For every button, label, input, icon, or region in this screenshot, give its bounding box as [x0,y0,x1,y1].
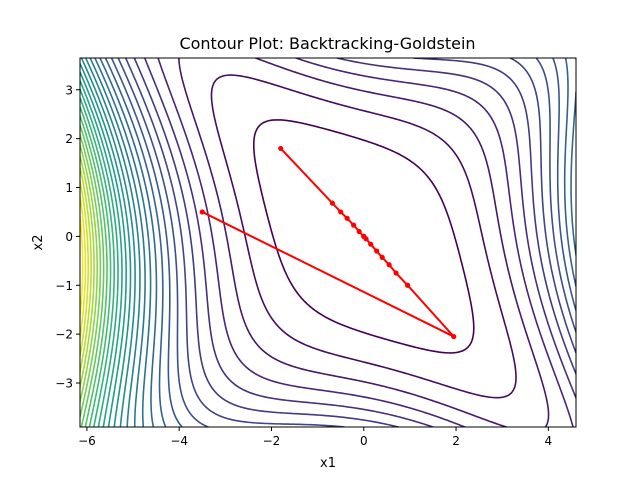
contour-level-8 [117,58,576,427]
trajectory-point-1-2 [451,333,457,340]
y-tick-label: 1 [65,181,73,195]
contour-level-20 [80,97,116,427]
y-tick-label: −1 [55,279,73,293]
contour-level-2 [210,74,517,399]
trajectory-point-1-5 [386,262,392,268]
trajectory-point-1-6 [379,254,385,261]
contour-level-22 [80,115,108,427]
contour-level-5 [143,58,576,427]
x-tick-label: 4 [544,434,552,448]
y-tick-label: 0 [65,230,73,244]
trajectory-line-1 [201,211,455,338]
x-tick-label: 0 [360,434,368,448]
contour-level-21 [80,106,112,427]
trajectory-point-2-4 [344,215,350,221]
contour-level-16 [80,62,132,427]
x-tick-label: −4 [170,434,188,448]
contour-level-14 [84,58,141,427]
trajectory-point-2-6 [356,228,362,235]
y-tick-label: −2 [55,328,73,342]
x-tick-label: −2 [263,434,281,448]
x-axis-label: x1 [320,456,336,471]
trajectory-point-2-7 [361,233,367,239]
contour-level-12 [94,58,152,427]
contour-level-3 [178,58,550,427]
contour-level-10 [104,58,576,427]
y-tick-label: 2 [65,132,73,146]
contour-lines [80,58,576,427]
trajectory-point-1-8 [368,241,374,247]
y-tick-label: 3 [65,83,73,97]
plot-frame [79,57,577,428]
trajectory-point-2-3 [338,209,344,215]
trajectory-line-2 [279,147,365,238]
trajectories [199,145,457,340]
trajectory-point-1-4 [393,270,399,276]
trajectory-point-1-3 [404,282,411,288]
trajectory-point-2-1 [278,145,284,152]
contour-level-1 [252,119,475,354]
chart-title: Contour Plot: Backtracking-Goldstein [179,34,475,53]
trajectory-point-1-7 [374,248,380,254]
trajectory-point-2-2 [329,200,335,206]
x-axis: −6 −4 −2 0 2 4 [78,427,552,448]
contour-level-19 [80,88,119,427]
x-tick-label: 2 [452,434,460,448]
contour-level-9 [110,58,576,427]
contour-level-7 [124,58,576,427]
x-tick-label: −6 [78,434,96,448]
contour-level-17 [80,71,127,427]
contour-level-13 [89,58,146,427]
y-axis: −3 −2 −1 0 1 2 3 [55,83,80,391]
y-axis-label: x2 [31,235,46,251]
contour-level-23 [80,124,105,427]
trajectory-point-2-5 [351,222,357,228]
y-tick-label: −3 [55,377,73,391]
contour-level-11 [99,58,576,427]
contour-level-15 [80,58,136,427]
trajectory-point-1-1 [199,209,205,215]
